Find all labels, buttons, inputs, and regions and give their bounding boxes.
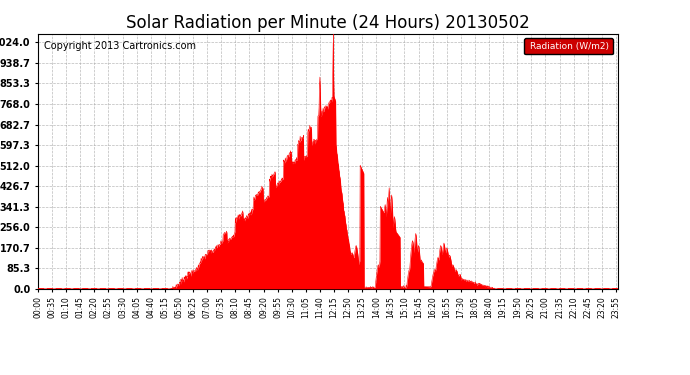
Legend: Radiation (W/m2): Radiation (W/m2) xyxy=(524,38,613,54)
Text: Copyright 2013 Cartronics.com: Copyright 2013 Cartronics.com xyxy=(43,41,196,51)
Title: Solar Radiation per Minute (24 Hours) 20130502: Solar Radiation per Minute (24 Hours) 20… xyxy=(126,14,530,32)
